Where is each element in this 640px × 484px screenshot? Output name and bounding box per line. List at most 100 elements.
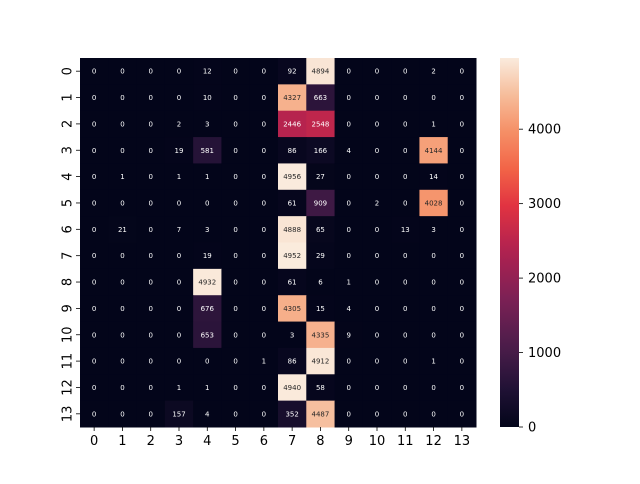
cell-value-label: 0 bbox=[375, 94, 379, 102]
cell-value-label: 0 bbox=[460, 331, 464, 339]
heatmap-cell bbox=[249, 321, 279, 349]
heatmap-cell bbox=[362, 84, 392, 112]
heatmap-cell bbox=[278, 400, 307, 428]
heatmap-cell bbox=[136, 321, 166, 349]
cell-value-label: 1 bbox=[346, 279, 350, 287]
cell-value-label: 0 bbox=[148, 252, 152, 260]
heatmap-cell bbox=[108, 216, 138, 243]
heatmap-cell bbox=[391, 295, 420, 323]
cell-value-label: 4 bbox=[205, 410, 210, 418]
cell-value-label: 0 bbox=[233, 94, 237, 102]
heatmap-cell bbox=[136, 189, 166, 217]
heatmap-cell bbox=[278, 321, 307, 349]
heatmap-cell bbox=[249, 58, 279, 85]
heatmap-cell bbox=[221, 137, 251, 164]
heatmap-cell bbox=[164, 189, 194, 217]
heatmap-cell bbox=[306, 400, 336, 428]
cell-value-label: 0 bbox=[120, 252, 124, 260]
cell-value-label: 0 bbox=[346, 252, 350, 260]
cell-value-label: 1 bbox=[120, 173, 124, 181]
cell-value-label: 4888 bbox=[283, 226, 301, 234]
heatmap-cell bbox=[221, 295, 251, 323]
heatmap-cell bbox=[278, 216, 307, 243]
cell-value-label: 0 bbox=[460, 94, 464, 102]
heatmap-cell bbox=[193, 242, 222, 270]
cell-value-label: 909 bbox=[314, 199, 327, 207]
heatmap-cell bbox=[136, 268, 166, 296]
cell-value-label: 0 bbox=[460, 252, 464, 260]
heatmap-cell bbox=[334, 110, 364, 138]
heatmap-cell bbox=[362, 321, 392, 349]
heatmap-cell bbox=[419, 137, 449, 164]
cell-value-label: 0 bbox=[120, 331, 124, 339]
cell-value-label: 0 bbox=[375, 252, 379, 260]
cell-value-label: 86 bbox=[288, 147, 297, 155]
cell-value-label: 0 bbox=[92, 279, 96, 287]
cell-value-label: 0 bbox=[403, 94, 407, 102]
cell-value-label: 6 bbox=[318, 279, 323, 287]
cell-value-label: 0 bbox=[233, 331, 237, 339]
heatmap-cell bbox=[447, 347, 477, 375]
cell-value-label: 0 bbox=[460, 384, 464, 392]
heatmap-cell bbox=[136, 374, 166, 402]
colorbar-tick-label: 3000 bbox=[528, 197, 561, 212]
heatmap-cell bbox=[362, 137, 392, 164]
heatmap-cell bbox=[193, 216, 222, 243]
heatmap-cell bbox=[80, 84, 109, 112]
cell-value-label: 0 bbox=[92, 147, 96, 155]
heatmap-cell bbox=[193, 400, 222, 428]
cell-value-label: 0 bbox=[460, 199, 464, 207]
cell-value-label: 4952 bbox=[283, 252, 301, 260]
x-tick-label: 1 bbox=[118, 434, 126, 449]
heatmap-cell bbox=[164, 163, 194, 191]
cell-value-label: 0 bbox=[233, 279, 237, 287]
cell-value-label: 0 bbox=[431, 279, 435, 287]
heatmap-cell bbox=[447, 84, 477, 112]
cell-value-label: 0 bbox=[375, 305, 379, 313]
cell-value-label: 0 bbox=[92, 94, 96, 102]
heatmap-cell bbox=[108, 295, 138, 323]
cell-value-label: 0 bbox=[262, 410, 266, 418]
cell-value-label: 0 bbox=[177, 279, 181, 287]
heatmap-cell bbox=[334, 321, 364, 349]
cell-value-label: 1 bbox=[205, 173, 209, 181]
cell-value-label: 0 bbox=[375, 410, 379, 418]
cell-value-label: 0 bbox=[375, 120, 379, 128]
x-tick-label: 10 bbox=[369, 434, 386, 449]
heatmap-cell bbox=[306, 137, 336, 164]
heatmap-cell bbox=[419, 374, 449, 402]
cell-value-label: 4144 bbox=[425, 147, 443, 155]
cell-value-label: 0 bbox=[262, 226, 266, 234]
cell-value-label: 0 bbox=[346, 199, 350, 207]
heatmap-cell bbox=[108, 163, 138, 191]
cell-value-label: 0 bbox=[346, 68, 350, 76]
cell-value-label: 4894 bbox=[312, 68, 330, 76]
cell-value-label: 0 bbox=[431, 410, 435, 418]
heatmap-cell bbox=[108, 242, 138, 270]
heatmap-cell bbox=[306, 374, 336, 402]
cell-value-label: 0 bbox=[148, 68, 152, 76]
cell-value-label: 0 bbox=[177, 252, 181, 260]
cell-value-label: 1 bbox=[177, 384, 181, 392]
cell-value-label: 581 bbox=[201, 147, 214, 155]
cell-value-label: 0 bbox=[375, 279, 379, 287]
cell-value-label: 0 bbox=[375, 68, 379, 76]
heatmap-cell bbox=[447, 268, 477, 296]
x-tick-label: 8 bbox=[316, 434, 324, 449]
cell-value-label: 27 bbox=[316, 173, 325, 181]
y-tick-label: 5 bbox=[61, 199, 76, 207]
cell-value-label: 0 bbox=[262, 252, 266, 260]
heatmap-cell bbox=[249, 374, 279, 402]
cell-value-label: 7 bbox=[177, 226, 181, 234]
heatmap-cell bbox=[221, 321, 251, 349]
cell-value-label: 0 bbox=[120, 305, 124, 313]
cell-value-label: 0 bbox=[262, 279, 266, 287]
cell-value-label: 0 bbox=[375, 331, 379, 339]
cell-value-label: 0 bbox=[403, 358, 407, 366]
heatmap-cell bbox=[419, 242, 449, 270]
cell-value-label: 4305 bbox=[283, 305, 301, 313]
heatmap-cell bbox=[108, 110, 138, 138]
heatmap-cell bbox=[447, 189, 477, 217]
heatmap-cell bbox=[447, 216, 477, 243]
cell-value-label: 0 bbox=[460, 147, 464, 155]
